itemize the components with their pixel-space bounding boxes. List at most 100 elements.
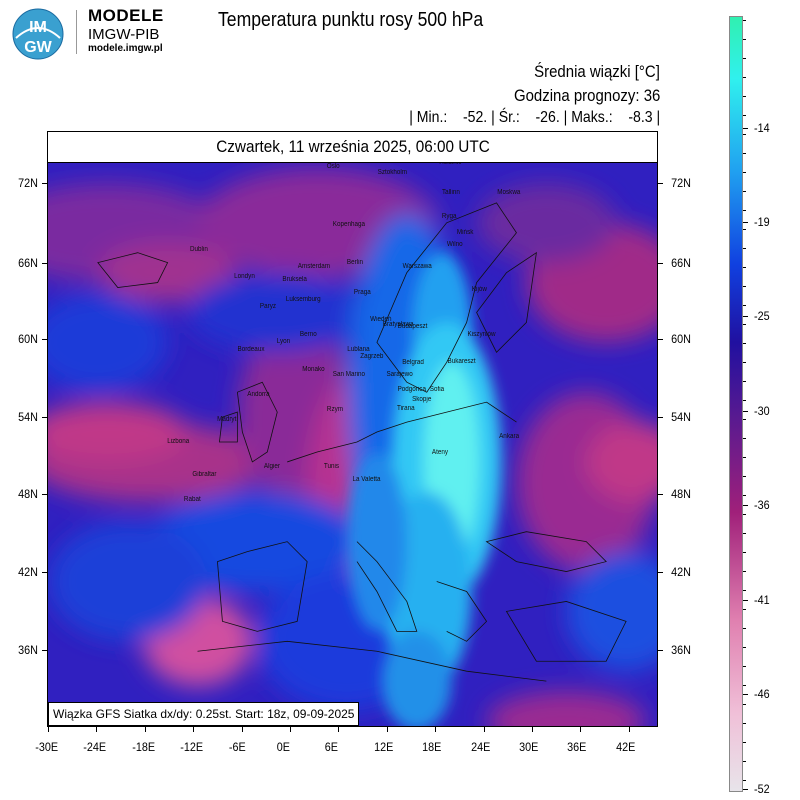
- city-label: Skopje: [412, 396, 432, 403]
- north-europe-coast: [287, 401, 517, 463]
- colorbar-minor-tick: [743, 609, 746, 610]
- latitude-tick-left: [42, 650, 47, 651]
- colorbar-minor-tick: [743, 343, 746, 344]
- colorbar-minor-tick: [743, 115, 746, 116]
- dewpoint-map: Oslo Sztokholm Helsinki Moskwa Kopenhaga Mińs…: [47, 162, 658, 727]
- colorbar-minor-tick: [743, 761, 746, 762]
- city-label: Madryt: [217, 416, 237, 423]
- map-date-title: Czwartek, 11 września 2025, 06:00 UTC: [47, 131, 658, 162]
- colorbar-minor-tick: [743, 58, 746, 59]
- colorbar-tick: [743, 600, 748, 601]
- longitude-tick: [580, 727, 582, 732]
- city-label: Zagrzeb: [360, 353, 384, 360]
- city-label: Rabat: [183, 496, 201, 503]
- city-label: Praga: [353, 289, 371, 296]
- city-label: Londyn: [234, 273, 255, 280]
- colorbar-label: -46: [754, 687, 770, 701]
- longitude-tick: [48, 727, 49, 732]
- colorbar-minor-tick: [743, 438, 746, 439]
- italy-coast: [356, 541, 418, 632]
- city-label: Bruksela: [282, 276, 307, 283]
- colorbar-label: -14: [754, 121, 770, 135]
- latitude-tick-right: [658, 339, 663, 340]
- colorbar-minor-tick: [743, 305, 746, 306]
- colorbar-label: -36: [754, 498, 770, 512]
- colorbar-minor-tick: [743, 229, 746, 230]
- colorbar-minor-tick: [743, 191, 746, 192]
- city-label: Lizbona: [167, 438, 190, 445]
- latitude-tick-right: [658, 650, 663, 651]
- longitude-tick: [144, 727, 146, 732]
- latitude-label-right: 36N: [671, 643, 691, 657]
- city-label: Dublin: [189, 246, 208, 253]
- balkans-coast: [436, 581, 488, 642]
- longitude-tick: [193, 727, 195, 732]
- latitude-tick-left: [42, 263, 47, 264]
- moist-plume: [347, 252, 502, 726]
- latitude-label-left: 36N: [18, 643, 38, 657]
- imgw-logo: IM GW: [8, 8, 68, 60]
- forecast-hour-label: Godzina prognozy: 36: [513, 86, 660, 105]
- colorbar-minor-tick: [743, 571, 746, 572]
- city-label: Warszawa: [402, 263, 432, 270]
- average-label: Średnia wiązki [°C]: [534, 62, 660, 81]
- colorbar-tick: [743, 505, 748, 506]
- colorbar-minor-tick: [743, 153, 746, 154]
- logo-url[interactable]: modele.imgw.pl: [88, 43, 163, 54]
- longitude-label: 30E: [519, 740, 539, 754]
- latitude-tick-left: [42, 183, 47, 184]
- latitude-label-right: 66N: [671, 256, 691, 270]
- ensemble-info-box: Wiązka GFS Siatka dx/dy: 0.25st. Start: …: [48, 702, 360, 726]
- longitude-label: 42E: [615, 740, 636, 754]
- colorbar-minor-tick: [743, 381, 746, 382]
- city-label: Bukareszt: [447, 358, 476, 365]
- latitude-tick-left: [42, 494, 47, 495]
- city-label: Belgrad: [402, 359, 424, 366]
- colorbar-minor-tick: [743, 324, 746, 325]
- latitude-label-left: 60N: [18, 332, 38, 346]
- map-date-title-text: Czwartek, 11 września 2025, 06:00 UTC: [215, 137, 490, 156]
- latitude-tick-left: [42, 339, 47, 340]
- colorbar-tick: [743, 411, 748, 412]
- city-label: Lyon: [276, 338, 291, 345]
- colorbar-minor-tick: [743, 476, 746, 477]
- longitude-label: 12E: [373, 740, 394, 754]
- finland-coast: [476, 251, 537, 354]
- longitude-tick: [435, 727, 437, 732]
- city-label: Kiszyniów: [467, 331, 496, 338]
- colorbar-tick: [743, 789, 748, 790]
- city-label: Podgorica: [397, 386, 426, 393]
- city-label: Wilno: [446, 241, 463, 248]
- latitude-tick-right: [658, 263, 663, 264]
- colorbar: [729, 16, 743, 792]
- map-canvas: [48, 163, 657, 726]
- city-label: Berno: [299, 331, 317, 338]
- latitude-tick-right: [658, 417, 663, 418]
- city-label: Sztokholm: [377, 169, 408, 176]
- colorbar-minor-tick: [743, 723, 746, 724]
- colorbar-tick: [743, 128, 748, 129]
- colorbar-minor-tick: [743, 742, 746, 743]
- longitude-label: -12E: [180, 740, 204, 754]
- colorbar-minor-tick: [743, 20, 746, 21]
- colorbar-minor-tick: [743, 552, 746, 553]
- city-label: Rzym: [326, 406, 343, 413]
- colorbar-tick: [743, 694, 748, 695]
- city-label: Ankara: [499, 433, 520, 440]
- latitude-label-left: 54N: [18, 410, 38, 424]
- colorbar-label: -19: [754, 215, 770, 229]
- longitude-tick: [338, 727, 340, 732]
- city-label: Tallinn: [441, 189, 460, 196]
- longitude-tick: [241, 727, 243, 732]
- city-label: Wiedeń: [370, 316, 392, 323]
- longitude-tick: [290, 727, 291, 732]
- city-label: Tunis: [323, 463, 340, 470]
- ireland-coast: [218, 411, 238, 443]
- city-label: Kopenhaga: [332, 221, 366, 228]
- colorbar-minor-tick: [743, 134, 746, 135]
- colorbar-minor-tick: [743, 704, 746, 705]
- colorbar-label: -52: [754, 782, 770, 796]
- latitude-label-right: 72N: [671, 176, 691, 190]
- colorbar-minor-tick: [743, 362, 746, 363]
- latitude-tick-right: [658, 183, 663, 184]
